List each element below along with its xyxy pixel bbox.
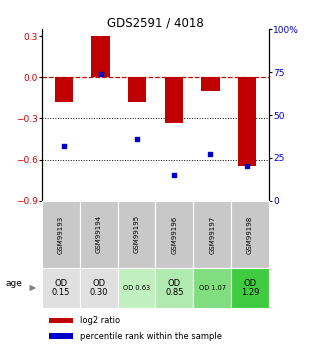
- Bar: [118, 268, 156, 308]
- Text: GSM99196: GSM99196: [171, 215, 177, 254]
- Text: OD
0.15: OD 0.15: [52, 279, 70, 297]
- Text: OD
0.30: OD 0.30: [90, 279, 108, 297]
- Title: GDS2591 / 4018: GDS2591 / 4018: [107, 16, 204, 29]
- Text: OD 1.07: OD 1.07: [199, 285, 226, 291]
- Text: log2 ratio: log2 ratio: [80, 316, 120, 325]
- Text: GSM99195: GSM99195: [134, 215, 140, 254]
- Bar: [42, 268, 80, 308]
- Bar: [128, 77, 146, 102]
- Text: percentile rank within the sample: percentile rank within the sample: [80, 332, 222, 341]
- Bar: [91, 36, 110, 77]
- Text: GSM99198: GSM99198: [247, 215, 253, 254]
- Text: OD
0.85: OD 0.85: [165, 279, 184, 297]
- Text: age: age: [5, 279, 22, 288]
- Point: [171, 172, 176, 178]
- Point: [208, 152, 213, 157]
- Text: GSM99197: GSM99197: [209, 215, 215, 254]
- Bar: [42, 201, 80, 268]
- Bar: [118, 201, 156, 268]
- Point: [62, 143, 67, 149]
- Text: GSM99194: GSM99194: [96, 215, 102, 254]
- Bar: [80, 268, 118, 308]
- Bar: [55, 77, 73, 102]
- Bar: [156, 268, 193, 308]
- Text: OD 0.63: OD 0.63: [123, 285, 150, 291]
- Bar: [193, 201, 231, 268]
- Bar: [49, 318, 73, 323]
- Point: [98, 71, 103, 77]
- Bar: [80, 201, 118, 268]
- Bar: [238, 77, 256, 166]
- Bar: [231, 201, 269, 268]
- Bar: [231, 268, 269, 308]
- Text: GSM99193: GSM99193: [58, 215, 64, 254]
- Point: [244, 164, 249, 169]
- Bar: [156, 201, 193, 268]
- Bar: [165, 77, 183, 122]
- Point: [135, 136, 140, 142]
- Bar: [193, 268, 231, 308]
- Bar: [49, 333, 73, 339]
- Bar: [201, 77, 220, 91]
- Text: OD
1.29: OD 1.29: [241, 279, 259, 297]
